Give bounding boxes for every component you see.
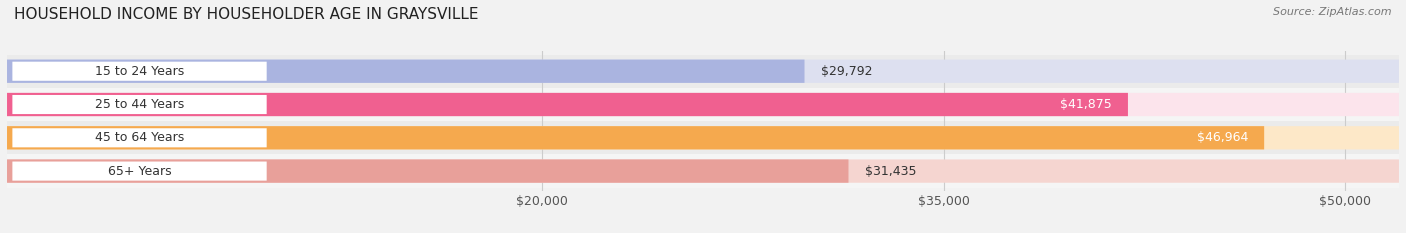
FancyBboxPatch shape xyxy=(7,126,1264,149)
Text: $41,875: $41,875 xyxy=(1060,98,1112,111)
Text: 25 to 44 Years: 25 to 44 Years xyxy=(96,98,184,111)
FancyBboxPatch shape xyxy=(7,154,1399,188)
FancyBboxPatch shape xyxy=(13,95,267,114)
FancyBboxPatch shape xyxy=(7,88,1399,121)
Text: Source: ZipAtlas.com: Source: ZipAtlas.com xyxy=(1274,7,1392,17)
FancyBboxPatch shape xyxy=(13,161,267,181)
FancyBboxPatch shape xyxy=(7,60,1399,83)
Text: $31,435: $31,435 xyxy=(865,164,917,178)
FancyBboxPatch shape xyxy=(7,60,804,83)
FancyBboxPatch shape xyxy=(7,93,1399,116)
Text: 65+ Years: 65+ Years xyxy=(108,164,172,178)
FancyBboxPatch shape xyxy=(7,159,848,183)
FancyBboxPatch shape xyxy=(7,121,1399,154)
Text: $46,964: $46,964 xyxy=(1197,131,1249,144)
FancyBboxPatch shape xyxy=(7,93,1128,116)
Text: HOUSEHOLD INCOME BY HOUSEHOLDER AGE IN GRAYSVILLE: HOUSEHOLD INCOME BY HOUSEHOLDER AGE IN G… xyxy=(14,7,478,22)
FancyBboxPatch shape xyxy=(7,55,1399,88)
Text: 45 to 64 Years: 45 to 64 Years xyxy=(96,131,184,144)
FancyBboxPatch shape xyxy=(13,128,267,147)
FancyBboxPatch shape xyxy=(7,159,1399,183)
FancyBboxPatch shape xyxy=(13,62,267,81)
Text: 15 to 24 Years: 15 to 24 Years xyxy=(96,65,184,78)
FancyBboxPatch shape xyxy=(7,126,1399,149)
Text: $29,792: $29,792 xyxy=(821,65,872,78)
